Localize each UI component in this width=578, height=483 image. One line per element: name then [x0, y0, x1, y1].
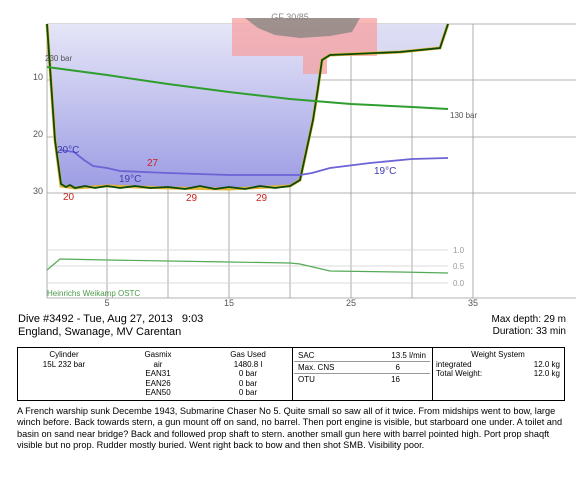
temp-label-end: 19°C: [374, 166, 396, 177]
weight-integrated-label: integrated: [436, 359, 472, 369]
gf-tick-0: 0.0: [453, 279, 465, 288]
dive-stats: Max depth: 29 m Duration: 33 min: [492, 314, 566, 338]
sac-value: 13.5 l/min: [391, 350, 426, 360]
depth-area: [47, 24, 448, 189]
dive-metrics-table: SAC 13.5 l/min Max. CNS 6 OTU 16: [294, 350, 430, 385]
gasused-column: Gas Used 1480.8 l 0 bar 0 bar 0 bar: [208, 350, 288, 398]
weight-total-label: Total Weight:: [436, 369, 483, 378]
cylinder-value: 15L 232 bar: [42, 359, 86, 369]
gasused-item: 0 bar: [238, 378, 258, 388]
depth-tick-20: 20: [33, 129, 43, 139]
duration: Duration: 33 min: [492, 326, 566, 337]
gasused-item: 1480.8 l: [233, 359, 263, 369]
dive-profile-chart: GF 30/85 10 20 30 5 15 25 35 230 bar 130…: [33, 12, 576, 308]
time-tick-35: 35: [468, 298, 478, 308]
cns-label: Max. CNS: [298, 362, 335, 372]
gasused-item: 0 bar: [238, 369, 258, 378]
dive-location: England, Swanage, MV Carentan: [18, 326, 182, 338]
red-label-2: 27: [147, 158, 159, 169]
weight-column: Weight System integrated 12.0 kg Total W…: [436, 350, 560, 379]
dive-notes: A French warship sunk Decembe 1943, Subm…: [17, 406, 563, 450]
gasused-item: 0 bar: [238, 388, 258, 397]
otu-label: OTU: [298, 374, 315, 384]
divider: [432, 348, 433, 400]
weight-integrated-value: 12.0 kg: [533, 359, 560, 369]
cylinder-column: Cylinder 15L 232 bar: [24, 350, 104, 369]
depth-line: [46, 23, 449, 190]
red-label-3: 29: [186, 193, 198, 204]
gasmix-item: EAN31: [145, 369, 171, 378]
pressure-end-label: 130 bar: [450, 111, 477, 120]
temperature-line: [59, 149, 449, 176]
temp-label-mid: 19°C: [119, 174, 141, 185]
dive-details-box: Cylinder 15L 232 bar Gasmix air EAN31 EA…: [17, 347, 565, 401]
divider: [292, 348, 293, 400]
ceiling-shadow: [245, 18, 360, 38]
time-tick-25: 25: [346, 298, 356, 308]
weight-integrated-row: integrated 12.0 kg: [436, 360, 560, 370]
time-tick-15: 15: [224, 298, 234, 308]
dive-computer-label: Heinrichs Weikamp OSTC: [47, 289, 140, 298]
pressure-start-label: 230 bar: [45, 54, 72, 63]
dive-title: Dive #3492 - Tue, Aug 27, 2013 9:03: [18, 313, 204, 325]
depth-tick-30: 30: [33, 186, 43, 196]
max-depth: Max depth: 29 m: [491, 314, 566, 325]
cns-value: 6: [395, 362, 400, 372]
weight-total-row: Total Weight: 12.0 kg: [436, 369, 560, 379]
gasused-header: Gas Used: [230, 350, 266, 359]
cylinder-header: Cylinder: [49, 350, 79, 359]
gf-line: [46, 258, 449, 274]
gasmix-item: EAN50: [145, 388, 171, 397]
gf-tick-1: 1.0: [453, 246, 465, 255]
gf-panel: [47, 249, 448, 284]
gasmix-item: EAN26: [145, 378, 171, 388]
red-label-4: 29: [256, 193, 268, 204]
gf-tick-05: 0.5: [453, 262, 465, 271]
temp-label-start: 20°C: [57, 145, 79, 156]
weight-total-value: 12.0 kg: [533, 369, 560, 378]
depth-tick-10: 10: [33, 72, 43, 82]
gasmix-header: Gasmix: [144, 350, 172, 359]
weight-header: Weight System: [471, 350, 525, 359]
gf-label: GF 30/85: [271, 12, 309, 22]
gasmix-item: air: [153, 359, 163, 369]
gasmix-column: Gasmix air EAN31 EAN26 EAN50: [118, 350, 198, 398]
red-label-1: 20: [63, 192, 75, 203]
sac-label: SAC: [298, 350, 315, 360]
gas-pressure-line: [46, 66, 449, 110]
time-tick-5: 5: [104, 298, 109, 308]
otu-value: 16: [391, 374, 400, 384]
